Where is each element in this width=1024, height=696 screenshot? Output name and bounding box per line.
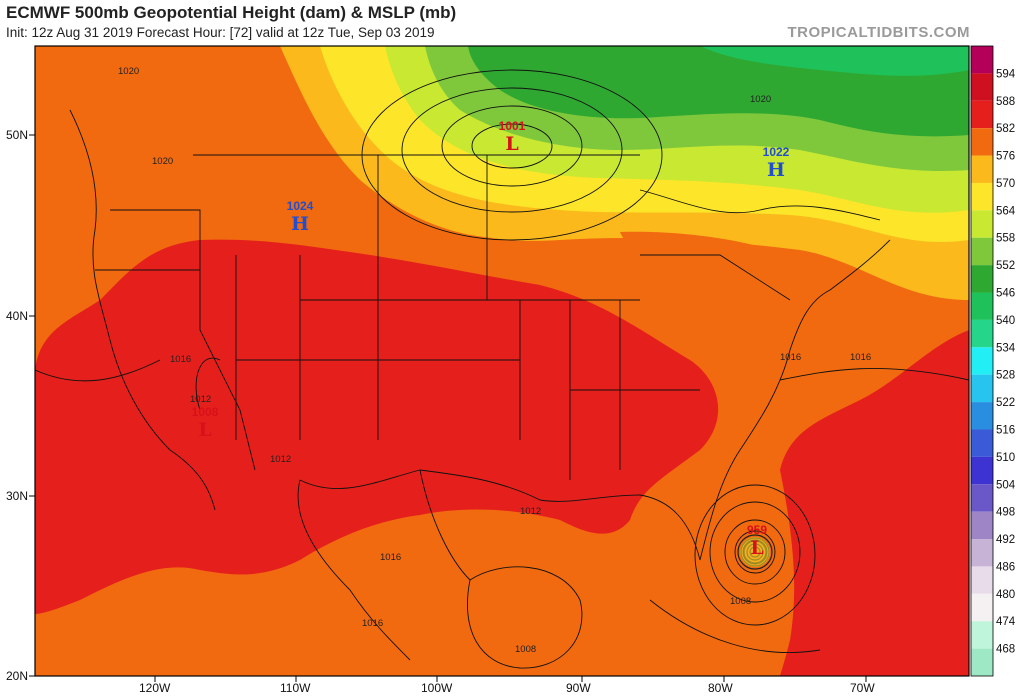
pressure-center-value: 1008 — [192, 405, 219, 419]
brand-watermark: TROPICALTIDBITS.COM — [787, 24, 970, 41]
lon-label: 110W — [280, 681, 311, 695]
colorbar-swatch-540 — [971, 319, 993, 348]
colorbar-label: 474 — [996, 616, 1016, 628]
colorbar-swatch-480 — [971, 593, 993, 622]
isobar-label: 1008 — [730, 596, 751, 607]
map-lines — [35, 69, 969, 669]
isobar-label: 1020 — [118, 66, 139, 77]
colorbar-label: 510 — [996, 452, 1015, 464]
colorbar-label: 504 — [996, 479, 1016, 491]
isobar-label: 1020 — [750, 94, 771, 105]
lat-label: 40N — [6, 309, 28, 323]
colorbar-label: 588 — [996, 96, 1015, 108]
pressure-center-value: 1001 — [499, 119, 526, 133]
isobar-label: 1008 — [515, 644, 536, 655]
colorbar-swatch-588 — [971, 100, 993, 129]
colorbar-swatch-534 — [971, 347, 993, 375]
colorbar-label: 534 — [996, 342, 1016, 354]
height-field — [35, 46, 969, 676]
colorbar-swatch-492 — [971, 539, 993, 567]
colorbar-swatch-474 — [971, 621, 993, 649]
colorbar-swatch-498 — [971, 511, 993, 540]
isobar-label: 1012 — [190, 394, 211, 405]
colorbar-swatch-558 — [971, 237, 993, 266]
colorbar-label: 552 — [996, 260, 1015, 272]
isobar-label: 1020 — [152, 156, 173, 167]
low-pressure-icon: L — [750, 537, 763, 559]
colorbar-swatch-546 — [971, 292, 993, 320]
high-pressure-icon: H — [767, 159, 785, 181]
colorbar-swatch-468 — [971, 648, 993, 676]
colorbar: 594 588 582 576 570 564 558 552 546 540 534 528 522 5… — [970, 45, 1016, 677]
colorbar-label: 516 — [996, 424, 1015, 436]
colorbar-swatch-582 — [971, 128, 993, 156]
lon-label: 70W — [850, 681, 875, 695]
colorbar-swatch-486 — [971, 566, 993, 594]
lat-label: 50N — [6, 128, 28, 142]
colorbar-swatch-504 — [971, 484, 993, 512]
colorbar-swatch-600 — [971, 46, 993, 74]
lon-label: 80W — [708, 681, 733, 695]
isobar-labels: 1020 1020 1020 1016 1016 1016 1016 1016 1012 1012… — [118, 66, 871, 655]
pressure-center-value: 1024 — [287, 199, 314, 213]
colorbar-swatch-576 — [971, 155, 993, 183]
colorbar-label: 468 — [996, 644, 1015, 656]
colorbar-label: 480 — [996, 589, 1015, 601]
low-pressure-icon: L — [198, 419, 211, 441]
colorbar-label: 558 — [996, 233, 1015, 245]
colorbar-label: 528 — [996, 370, 1015, 382]
colorbar-swatch-528 — [971, 374, 993, 403]
map-title: ECMWF 500mb Geopotential Height (dam) & … — [6, 3, 457, 22]
map-frame — [34, 45, 970, 677]
colorbar-swatch-552 — [971, 265, 993, 293]
colorbar-swatch-516 — [971, 429, 993, 457]
colorbar-label: 540 — [996, 315, 1015, 327]
lon-label: 90W — [566, 681, 591, 695]
colorbar-label: 492 — [996, 534, 1015, 546]
colorbar-swatch-570 — [971, 182, 993, 211]
pressure-center-value: 959 — [747, 523, 767, 537]
lat-label: 20N — [6, 669, 28, 683]
colorbar-label: 570 — [996, 178, 1015, 190]
axis-labels: 50N 40N 30N 20N 120W 110W 100W 90W 80W 70W — [6, 128, 875, 695]
colorbar-label: 582 — [996, 123, 1015, 135]
colorbar-label: 522 — [996, 397, 1015, 409]
hurricane-core — [740, 537, 770, 567]
lon-label: 120W — [139, 681, 171, 695]
isobar-label: 1016 — [380, 552, 401, 563]
isobar-label: 1012 — [520, 506, 541, 517]
isobar-label: 1016 — [362, 618, 383, 629]
pressure-center-value: 1022 — [763, 145, 790, 159]
isobar-label: 1012 — [270, 454, 291, 465]
isobar-label: 1016 — [780, 352, 801, 363]
map-subtitle: Init: 12z Aug 31 2019 Forecast Hour: [72… — [6, 25, 435, 40]
colorbar-label: 498 — [996, 507, 1015, 519]
colorbar-swatch-522 — [971, 402, 993, 430]
colorbar-label: 594 — [996, 68, 1016, 80]
colorbar-swatch-510 — [971, 456, 993, 485]
isobar-label: 1016 — [170, 354, 191, 365]
low-pressure-icon: L — [505, 133, 518, 155]
colorbar-label: 546 — [996, 288, 1015, 300]
isobar-label: 1016 — [850, 352, 871, 363]
colorbar-label: 564 — [996, 205, 1016, 217]
high-pressure-icon: H — [291, 213, 309, 235]
colorbar-label: 576 — [996, 151, 1015, 163]
lon-label: 100W — [421, 681, 453, 695]
colorbar-label: 486 — [996, 561, 1015, 573]
colorbar-swatch-594 — [971, 73, 993, 101]
lat-label: 30N — [6, 489, 28, 503]
colorbar-swatch-564 — [971, 210, 993, 238]
